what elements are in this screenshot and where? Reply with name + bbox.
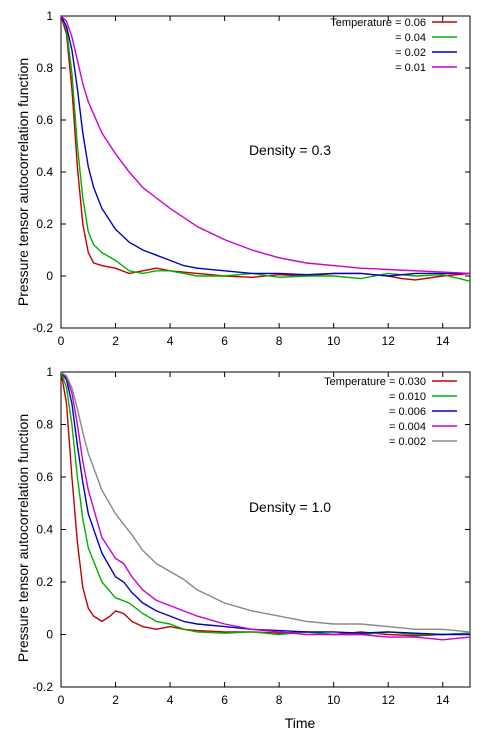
top-panel-density-0.3: 0 2 4 6 8 10 12 14 -0.2 0 0.2 0.4 0.6 0.8 1 Temperature…: [32, 9, 471, 348]
x-tick-label: 6: [221, 334, 228, 348]
y-tick-label: 0.8: [36, 418, 53, 432]
legend-label-3: = 0.004: [389, 421, 426, 433]
legend-label-1: = 0.04: [395, 32, 426, 44]
y-axis-label-bottom: Pressure tensor autocorrelation function: [15, 414, 31, 662]
legend-label-0: Temperature = 0.06: [330, 17, 426, 29]
x-tick-label: 10: [327, 334, 341, 348]
x-tick-label: 6: [221, 693, 228, 707]
density-annotation: Density = 0.3: [249, 142, 331, 158]
plot-frame: [60, 371, 471, 688]
x-tick-label: 12: [382, 334, 396, 348]
y-tick-label: 0: [46, 269, 53, 283]
x-tick-label: 4: [167, 693, 174, 707]
legend-label-4: = 0.002: [389, 436, 426, 448]
x-axis-label: Time: [285, 715, 316, 731]
x-tick-label: 4: [167, 334, 174, 348]
y-tick-label: 0.6: [36, 470, 53, 484]
legend-label-1: = 0.010: [389, 391, 426, 403]
bottom-panel-density-1.0: 0 2 4 6 8 10 12 14 -0.2 0 0.2 0.4 0.6 0.8 1 Temperature…: [32, 365, 471, 707]
x-tick-label: 2: [112, 693, 119, 707]
x-tick-label: 2: [112, 334, 119, 348]
legend-label-2: = 0.02: [395, 47, 426, 59]
y-tick-label: 0.2: [36, 575, 53, 589]
series-line-1: [61, 372, 470, 636]
x-tick-label: 0: [58, 334, 65, 348]
series-line-1: [61, 16, 470, 282]
series-line-2: [61, 372, 470, 636]
series-line-3: [61, 16, 470, 275]
y-tick-label: -0.2: [32, 680, 53, 694]
y-tick-label: 0.4: [36, 523, 53, 537]
y-tick-label: 1: [46, 9, 53, 23]
legend-label-0: Temperature = 0.030: [324, 376, 426, 388]
y-tick-label: -0.2: [32, 321, 53, 335]
y-tick-label: 0.4: [36, 165, 53, 179]
x-tick-label: 14: [436, 334, 450, 348]
y-tick-label: 0.6: [36, 113, 53, 127]
y-axis-label-top: Pressure tensor autocorrelation function: [15, 58, 31, 306]
legend-label-3: = 0.01: [395, 62, 426, 74]
y-tick-label: 1: [46, 365, 53, 379]
series-line-2: [61, 16, 470, 277]
y-tick-label: 0.8: [36, 61, 53, 75]
legend-label-2: = 0.006: [389, 406, 426, 418]
x-tick-label: 8: [276, 334, 283, 348]
series-line-3: [61, 372, 470, 641]
x-tick-label: 10: [327, 693, 341, 707]
density-annotation: Density = 1.0: [249, 499, 331, 515]
y-tick-label: 0: [46, 628, 53, 642]
y-tick-label: 0.2: [36, 217, 53, 231]
x-tick-label: 0: [58, 693, 65, 707]
x-tick-label: 12: [382, 693, 396, 707]
series-line-4: [61, 372, 470, 633]
x-tick-label: 8: [276, 693, 283, 707]
x-tick-label: 14: [436, 693, 450, 707]
